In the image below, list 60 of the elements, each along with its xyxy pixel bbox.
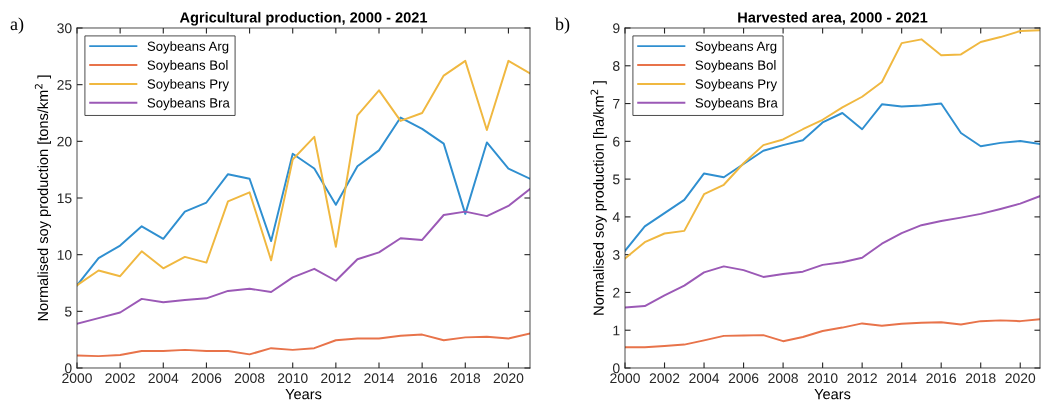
y-axis-title: Normalised soy production [ha/km$^{2}$ ] xyxy=(590,81,607,315)
x-axis-title: Years xyxy=(285,389,322,400)
y-tick-label: 6 xyxy=(613,136,620,147)
x-tick-label: 2014 xyxy=(886,373,917,384)
x-tick-label: 2002 xyxy=(105,373,135,384)
y-tick-label: 9 xyxy=(613,23,620,34)
y-tick-label: 1 xyxy=(613,325,620,336)
y-tick-label: 4 xyxy=(612,212,620,222)
y-tick-label: 8 xyxy=(613,61,620,71)
x-tick-label: 2008 xyxy=(768,373,798,384)
y-tick-label: 2 xyxy=(613,287,620,298)
y-tick-label: 0 xyxy=(64,363,72,374)
y-tick-label: 5 xyxy=(64,306,72,317)
y-tick-label: 7 xyxy=(613,99,620,109)
y-tick-label: 0 xyxy=(612,363,620,374)
x-tick-label: 2012 xyxy=(847,373,877,384)
chart-title: Harvested area, 2000 - 2021 xyxy=(738,11,928,25)
x-axis-title: Years xyxy=(814,389,851,400)
y-tick-label: 25 xyxy=(57,80,72,90)
x-tick-label: 2018 xyxy=(450,373,481,384)
x-tick-label: 2014 xyxy=(364,373,395,384)
y-tick-label: 3 xyxy=(612,250,620,260)
line-series xyxy=(77,187,530,325)
x-tick-label: 2006 xyxy=(191,373,222,384)
x-tick-label: 2018 xyxy=(965,373,996,384)
x-tick-label: 2012 xyxy=(321,373,351,384)
y-tick-label: 5 xyxy=(612,174,620,185)
x-tick-label: 2006 xyxy=(728,373,759,384)
legend-label: Soybeans Arg xyxy=(147,41,229,54)
legend-label: Soybeans Bra xyxy=(695,97,778,111)
x-tick-label: 2000 xyxy=(62,373,92,384)
chart-title: Agricultural production, 2000 - 2021 xyxy=(179,11,428,26)
x-tick-label: 2004 xyxy=(148,373,179,384)
x-tick-label: 2002 xyxy=(649,373,680,384)
x-tick-label: 2004 xyxy=(689,373,720,384)
legend-label: Soybeans Bol xyxy=(147,60,228,73)
legend-label: Soybeans Bra xyxy=(147,97,230,111)
line-series xyxy=(77,332,530,358)
x-tick-label: 2020 xyxy=(1005,373,1036,384)
y-tick-label: 30 xyxy=(57,23,72,34)
y-tick-label: 10 xyxy=(57,250,72,260)
text: b) xyxy=(555,17,570,34)
text: a) xyxy=(10,17,24,34)
x-tick-label: 2010 xyxy=(277,373,308,384)
x-tick-label: 2008 xyxy=(234,373,265,384)
line-series xyxy=(625,195,1040,309)
legend-label: Soybeans Pry xyxy=(147,78,230,92)
x-tick-label: 2010 xyxy=(807,373,838,384)
x-tick-label: 2020 xyxy=(493,373,524,384)
legend-label: Soybeans Bol xyxy=(695,60,776,73)
y-tick-label: 20 xyxy=(57,136,72,147)
legend-label: Soybeans Arg xyxy=(695,41,777,54)
legend-label: Soybeans Pry xyxy=(695,78,778,92)
x-tick-label: 2016 xyxy=(407,373,437,384)
line-series xyxy=(625,318,1040,349)
x-tick-label: 2016 xyxy=(926,373,957,384)
y-axis-title: Normalised soy production [tons/km$^{2}$ ] xyxy=(34,75,51,321)
line-series xyxy=(77,59,530,287)
x-tick-label: 2000 xyxy=(610,373,640,384)
y-tick-label: 15 xyxy=(57,193,72,204)
